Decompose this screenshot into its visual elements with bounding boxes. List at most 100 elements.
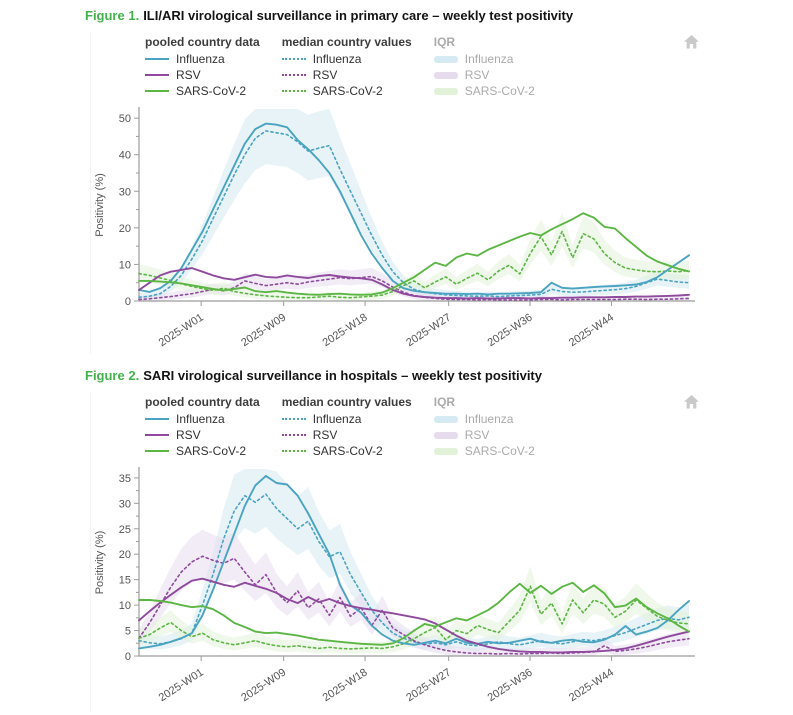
legend-item: Influenza	[281, 51, 412, 67]
figure-2-caption-label: Figure 2.	[85, 368, 140, 383]
figure-2-legend: pooled country data Influenza RSV SARS-C…	[145, 392, 711, 459]
legend-item: RSV	[433, 67, 535, 83]
figure-1-caption: Figure 1. ILI/ARI virological surveillanc…	[85, 8, 711, 23]
legend-group-pooled: pooled country data Influenza RSV SARS-C…	[145, 35, 260, 99]
legend-label: SARS-CoV-2	[464, 444, 535, 458]
rsv-dotted-line-swatch	[281, 74, 306, 76]
sars-cov-2-dotted-line-swatch	[281, 90, 306, 92]
sars-cov-2-solid-line-swatch	[145, 90, 169, 92]
rsv-iqr-band-swatch	[433, 431, 458, 439]
legend-label: SARS-CoV-2	[464, 84, 535, 98]
svg-text:Positivity (%): Positivity (%)	[94, 531, 106, 595]
svg-text:2025-W01: 2025-W01	[157, 311, 206, 349]
influenza-dotted-line-swatch	[281, 418, 306, 420]
legend-item: SARS-CoV-2	[433, 443, 535, 459]
rsv-iqr-band-swatch	[433, 71, 458, 79]
rsv-dotted-line-swatch	[281, 434, 306, 436]
sars-cov-2-solid-line-swatch	[145, 450, 169, 452]
svg-text:25: 25	[119, 524, 131, 536]
influenza-solid-line-swatch	[145, 58, 169, 60]
svg-text:2025-W01: 2025-W01	[157, 666, 206, 704]
chart-svg-1: 0 10 20 30 40 50 2025-W01 2025-W09 2025-W18 2025-…	[94, 107, 695, 349]
legend-label: SARS-CoV-2	[312, 84, 383, 98]
figure-1-legend: pooled country data Influenza RSV SARS-C…	[145, 32, 711, 99]
legend-label: RSV	[464, 428, 490, 442]
svg-text:2025-W18: 2025-W18	[321, 666, 370, 704]
legend-item: SARS-CoV-2	[145, 83, 260, 99]
legend-label: RSV	[464, 68, 490, 82]
svg-text:40: 40	[119, 150, 131, 162]
svg-text:5: 5	[125, 626, 131, 638]
chart-svg-2: 0 5 10 15 20 25 30 35 2025-W01 2025-W09 2025-W18 20…	[94, 467, 695, 704]
legend-label: Influenza	[312, 412, 362, 426]
influenza-iqr-band-swatch	[433, 55, 458, 63]
legend-label: RSV	[176, 68, 201, 82]
home-icon	[684, 35, 699, 49]
legend-item: RSV	[145, 67, 260, 83]
svg-text:2025-W09: 2025-W09	[239, 666, 288, 704]
legend-group-median: median country values Influenza RSV SARS…	[281, 395, 412, 459]
legend-item: SARS-CoV-2	[433, 83, 535, 99]
svg-text:30: 30	[119, 498, 131, 510]
svg-text:2025-W27: 2025-W27	[404, 311, 453, 349]
svg-text:0: 0	[125, 296, 131, 308]
legend-label: Influenza	[176, 52, 225, 66]
sars-cov-2-iqr-band-swatch	[433, 447, 458, 455]
svg-text:2025-W36: 2025-W36	[486, 311, 535, 349]
svg-text:10: 10	[119, 600, 131, 612]
figure-2-caption: Figure 2. SARI virological surveillance i…	[85, 368, 711, 383]
figure-2: Figure 2. SARI virological surveillance i…	[85, 368, 711, 711]
influenza-iqr-band-swatch	[433, 415, 458, 423]
legend-item: RSV	[433, 427, 535, 443]
legend-label: Influenza	[176, 412, 225, 426]
legend-label: SARS-CoV-2	[312, 444, 383, 458]
svg-text:20: 20	[119, 223, 131, 235]
legend-item: Influenza	[281, 411, 412, 427]
rsv-solid-line-swatch	[145, 434, 169, 436]
figure-1-caption-text: ILI/ARI virological surveillance in prim…	[143, 8, 574, 23]
legend-item: SARS-CoV-2	[145, 443, 260, 459]
svg-text:0: 0	[125, 651, 131, 663]
svg-text:15: 15	[119, 575, 131, 587]
legend-group-pooled-title: pooled country data	[145, 35, 260, 49]
legend-label: RSV	[176, 428, 201, 442]
figure-1-caption-label: Figure 1.	[85, 8, 140, 23]
sars-cov-2-iqr-band-swatch	[433, 87, 458, 95]
svg-text:50: 50	[119, 113, 131, 125]
legend-item: SARS-CoV-2	[281, 443, 412, 459]
legend-group-iqr: IQR Influenza RSV SARS-CoV-2	[433, 35, 535, 99]
legend-group-pooled-title: pooled country data	[145, 395, 260, 409]
legend-label: SARS-CoV-2	[176, 84, 247, 98]
svg-text:2025-W27: 2025-W27	[404, 666, 453, 704]
figure-1-chart-card: pooled country data Influenza RSV SARS-C…	[90, 32, 711, 354]
legend-group-median-title: median country values	[281, 395, 412, 409]
legend-item: Influenza	[145, 51, 260, 67]
legend-group-iqr-title: IQR	[433, 35, 456, 49]
legend-item: Influenza	[433, 411, 535, 427]
svg-text:10: 10	[119, 259, 131, 271]
legend-item: RSV	[281, 67, 412, 83]
reset-view-home-icon[interactable]	[684, 35, 699, 49]
legend-group-median: median country values Influenza RSV SARS…	[281, 35, 412, 99]
legend-item: Influenza	[145, 411, 260, 427]
svg-text:35: 35	[119, 473, 131, 485]
rsv-solid-line-swatch	[145, 74, 169, 76]
legend-item: RSV	[281, 427, 412, 443]
legend-label: Influenza	[464, 52, 514, 66]
legend-item: SARS-CoV-2	[281, 83, 412, 99]
reset-view-home-icon[interactable]	[684, 395, 699, 409]
legend-label: SARS-CoV-2	[176, 444, 247, 458]
legend-group-iqr-title: IQR	[433, 395, 456, 409]
legend-item: Influenza	[433, 51, 535, 67]
svg-text:2025-W36: 2025-W36	[486, 666, 535, 704]
svg-text:2025-W44: 2025-W44	[567, 311, 616, 349]
figure-2-chart-card: pooled country data Influenza RSV SARS-C…	[90, 392, 711, 711]
sars-cov-2-dotted-line-swatch	[281, 450, 306, 452]
figure-2-caption-text: SARI virological surveillance in hospita…	[143, 368, 542, 383]
legend-label: Influenza	[464, 412, 514, 426]
svg-text:Positivity (%): Positivity (%)	[94, 173, 106, 237]
legend-label: RSV	[312, 68, 338, 82]
svg-text:20: 20	[119, 549, 131, 561]
legend-label: Influenza	[312, 52, 362, 66]
